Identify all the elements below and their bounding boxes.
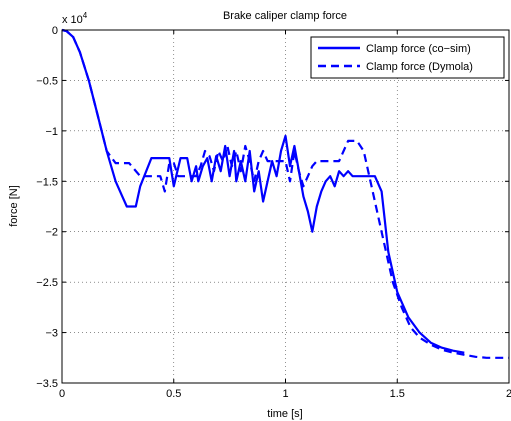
y-tick-label: −1.5 (36, 176, 58, 188)
y-tick-label: −2 (45, 227, 58, 239)
y-tick-label: 0 (52, 25, 58, 37)
legend-label-dymola: Clamp force (Dymola) (366, 61, 473, 73)
ticks (61, 29, 510, 384)
y-tick-label: −2.5 (36, 277, 58, 289)
grid (62, 30, 509, 383)
y-tick-label: −3.5 (36, 378, 58, 390)
y-tick-label: −1 (45, 126, 58, 138)
chart-title: Brake caliper clamp force (223, 10, 347, 22)
x-tick-label: 2 (506, 388, 511, 400)
legend-label-co-sim: Clamp force (co−sim) (366, 43, 471, 55)
series-line-co-sim (61, 28, 465, 354)
y-axis-label: force [N] (8, 185, 20, 227)
series-line-dymola (61, 28, 509, 359)
x-axis-label: time [s] (267, 408, 302, 420)
x-tick-label: 1.5 (390, 388, 405, 400)
x-tick-label: 0.5 (166, 388, 181, 400)
series-group (61, 28, 509, 359)
y-tick-label: −0.5 (36, 75, 58, 87)
y-multiplier-base: x 10 (62, 14, 83, 26)
tick-labels: 0 0.5 1 1.5 2 0 −0.5 −1 −1.5 −2 −2.5 −3 −3.5 (36, 25, 511, 400)
y-multiplier: x 104 (62, 11, 88, 26)
x-tick-label: 1 (282, 388, 288, 400)
x-tick-label: 0 (59, 388, 65, 400)
y-tick-label: −3 (45, 328, 58, 340)
legend-box (310, 36, 505, 79)
y-multiplier-exponent: 4 (83, 11, 88, 20)
legend: Clamp force (co−sim) Clamp force (Dymola… (310, 36, 505, 79)
